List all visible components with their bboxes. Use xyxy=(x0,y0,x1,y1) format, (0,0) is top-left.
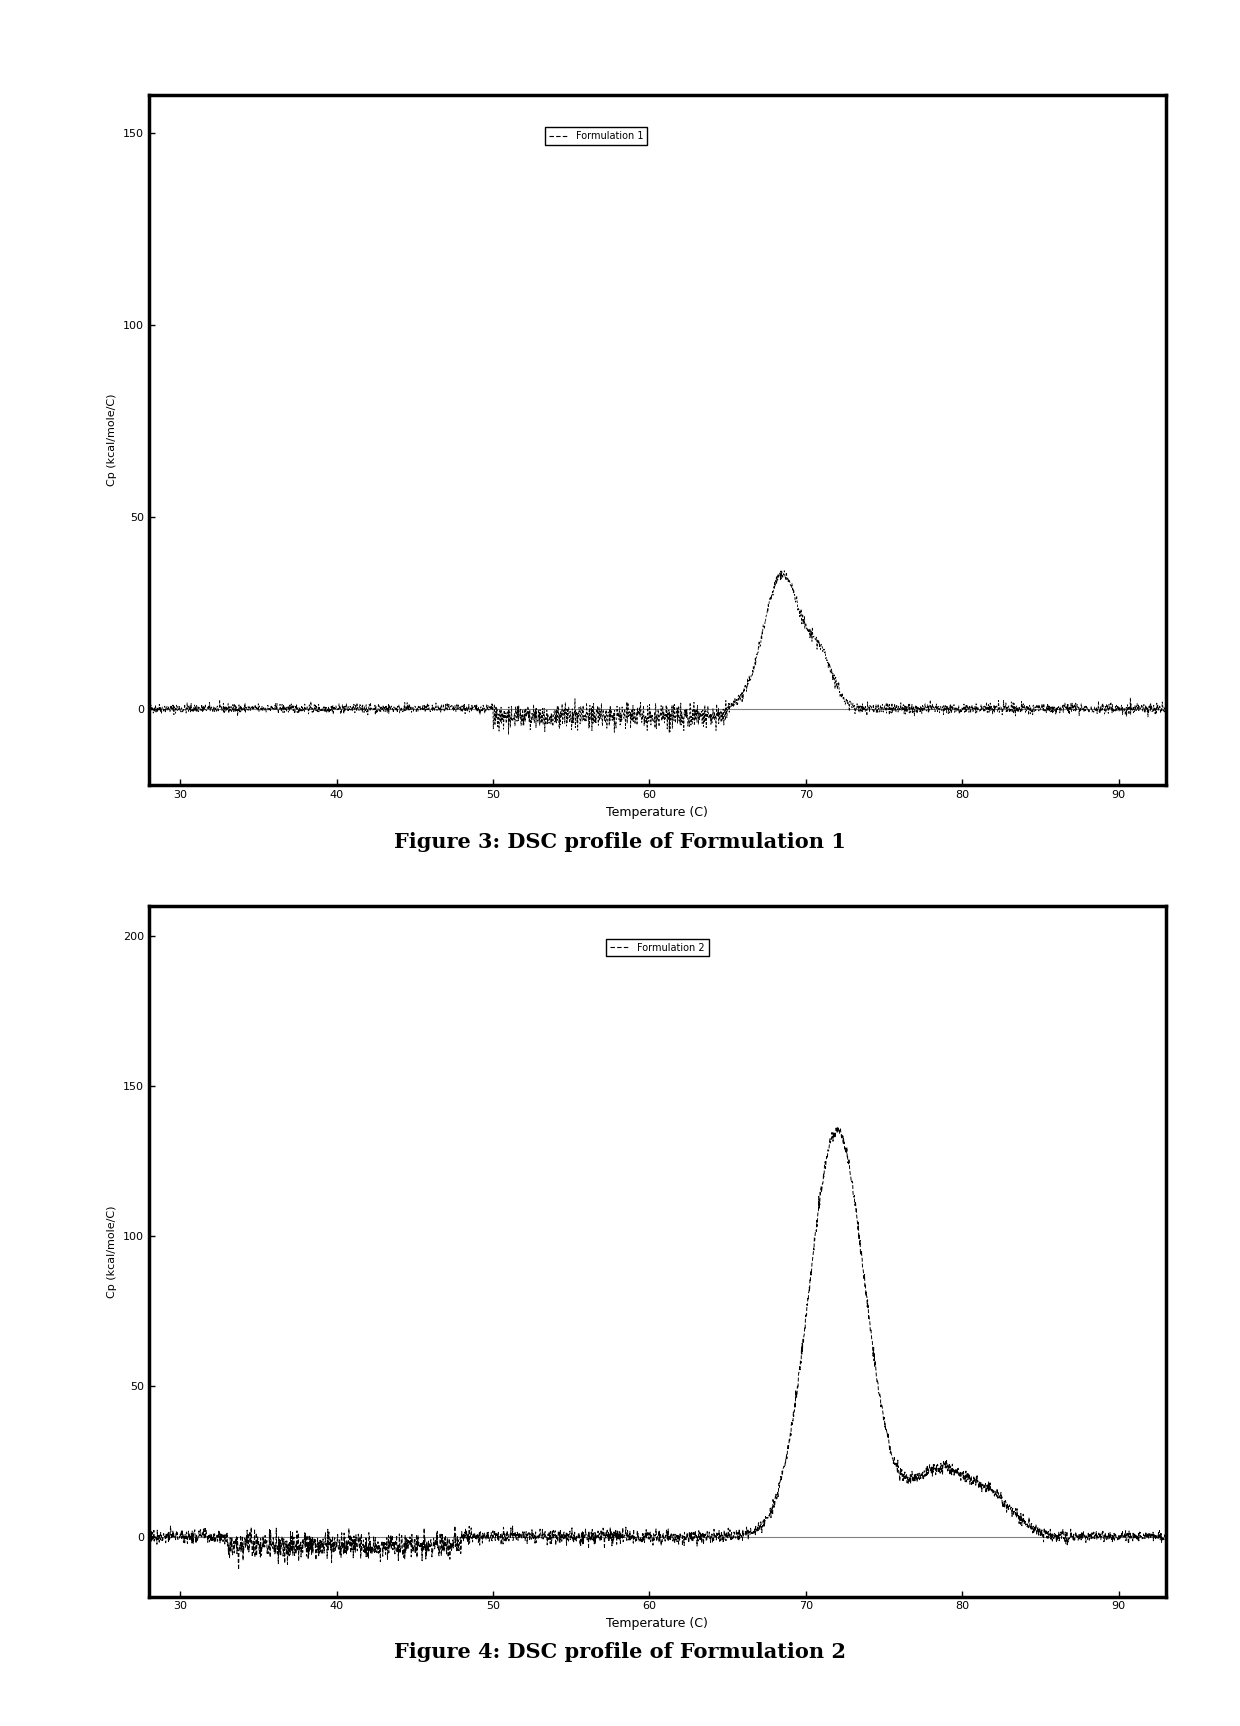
X-axis label: Temperature (C): Temperature (C) xyxy=(606,806,708,818)
Text: Figure 4: DSC profile of Formulation 2: Figure 4: DSC profile of Formulation 2 xyxy=(394,1641,846,1662)
Y-axis label: Cp (kcal/mole/C): Cp (kcal/mole/C) xyxy=(107,1205,118,1298)
X-axis label: Temperature (C): Temperature (C) xyxy=(606,1617,708,1629)
Legend: Formulation 2: Formulation 2 xyxy=(606,939,708,956)
Text: Figure 3: DSC profile of Formulation 1: Figure 3: DSC profile of Formulation 1 xyxy=(394,832,846,853)
Y-axis label: Cp (kcal/mole/C): Cp (kcal/mole/C) xyxy=(108,394,118,487)
Legend: Formulation 1: Formulation 1 xyxy=(544,128,647,145)
